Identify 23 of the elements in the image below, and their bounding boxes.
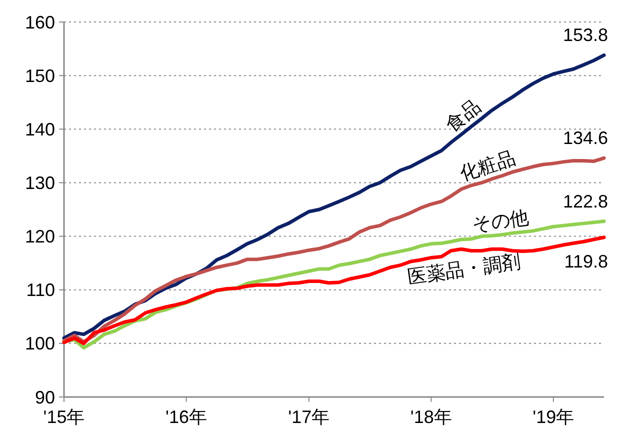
data-label: 153.8 [562,25,608,46]
text: 医薬品・調剤 [406,250,522,288]
y-tick-label: 140 [24,119,55,140]
x-tick-label: '17年 [288,407,330,427]
y-tick-label: 120 [24,226,55,247]
y-tick-label: 110 [26,280,55,300]
data-label: 119.8 [564,251,608,272]
y-tick-label: 90 [34,387,55,408]
y-tick-label: 150 [24,66,55,86]
y-tick-label: 100 [24,334,55,354]
x-tick-label: '15年 [43,407,85,427]
y-tick-label: 130 [24,173,55,194]
line-series [62,53,606,340]
x-tick-label: '16年 [166,407,208,427]
data-label: 134.6 [562,128,608,148]
text: その他 [470,208,530,236]
line-series [62,236,606,346]
data-label: 122.8 [562,191,608,212]
x-tick-label: '18年 [410,407,452,427]
x-tick-label: '19年 [532,407,574,427]
text: 化粧品 [457,148,518,186]
text: 食品 [442,96,485,136]
y-tick-label: 160 [24,12,55,32]
